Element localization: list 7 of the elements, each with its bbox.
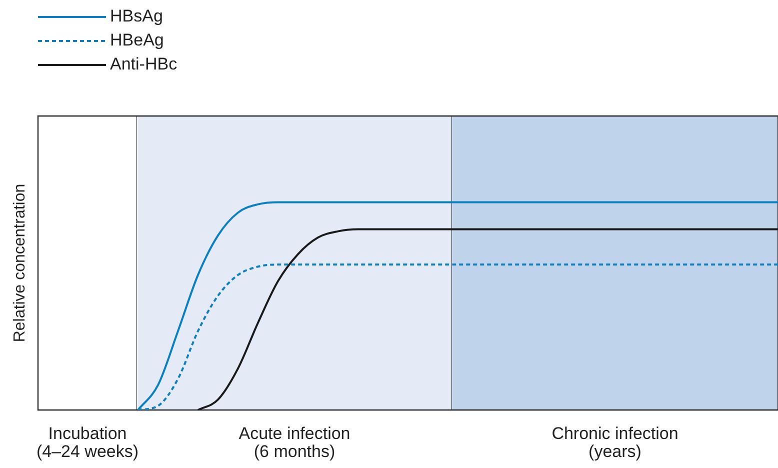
text: Acute infection (6 months) [238,424,350,462]
legend-label: HBeAg [110,30,164,50]
y-axis-title: Relative concentration [11,184,28,342]
legend-label: HBsAg [110,6,163,26]
text: Incubation (4–24 weeks) [36,424,139,462]
text: Chronic infection (years) [552,424,678,462]
legend-label: Anti-HBc [110,54,178,74]
